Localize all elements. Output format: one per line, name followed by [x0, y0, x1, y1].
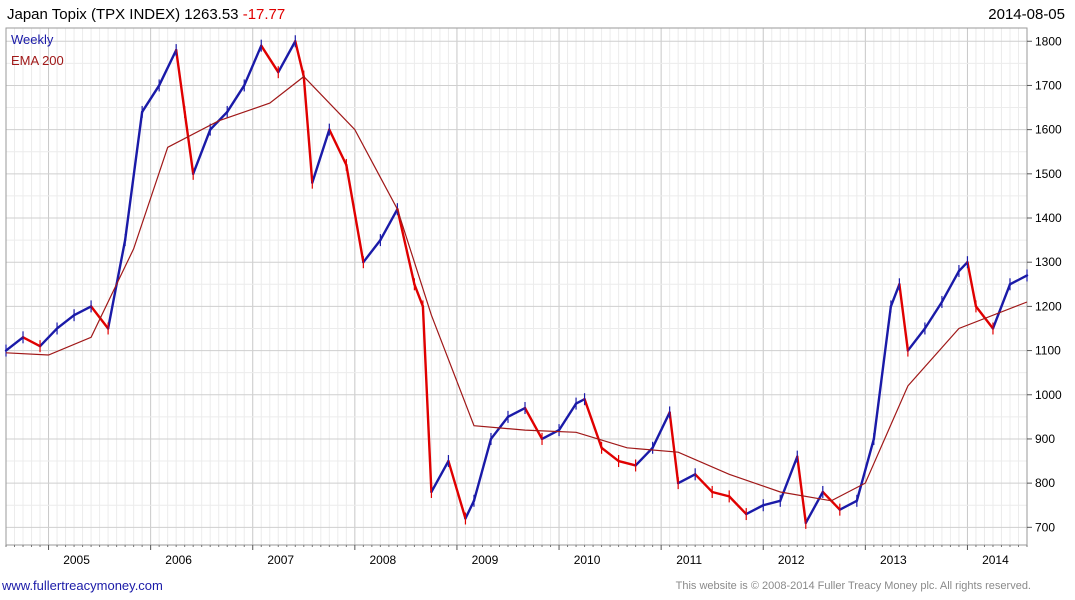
price-segment — [277, 40, 297, 74]
price-segment — [140, 84, 161, 114]
price-segment — [430, 459, 450, 494]
price-segment — [464, 499, 476, 520]
website-link[interactable]: www.fullertreacymoney.com — [2, 578, 163, 593]
price-segment — [940, 269, 961, 304]
price-segment — [651, 411, 671, 449]
price-segment — [779, 455, 799, 503]
price-segment — [557, 402, 578, 432]
chart-title: Japan Topix (TPX INDEX) 1263.53 -17.77 — [7, 6, 285, 23]
price-segment — [796, 455, 807, 525]
price-segment — [923, 300, 944, 330]
price-segment — [38, 327, 59, 348]
x-tick-label: 2011 — [676, 553, 702, 567]
price-segment — [183, 110, 195, 176]
price-segment — [728, 495, 748, 516]
x-tick-label: 2005 — [63, 553, 90, 567]
x-tick-label: 2006 — [165, 553, 192, 567]
price-segment — [889, 283, 901, 308]
y-tick-label: 1600 — [1035, 123, 1062, 137]
price-segment — [123, 110, 144, 242]
price-segment — [191, 128, 212, 176]
price-segment — [506, 406, 527, 419]
price-segment — [617, 459, 637, 467]
price-segment — [421, 305, 433, 494]
price-segment — [472, 437, 493, 503]
x-tick-label: 2013 — [880, 553, 907, 567]
price-segment — [966, 260, 978, 308]
price-segment — [974, 305, 995, 330]
price-segment — [668, 411, 680, 485]
price-segment — [838, 499, 859, 511]
x-tick-label: 2012 — [778, 553, 805, 567]
date-label: 2014-08-05 — [988, 6, 1065, 23]
price-segment — [328, 128, 348, 167]
change-value: -17.77 — [242, 6, 286, 23]
x-tick-label: 2008 — [369, 553, 396, 567]
legend-ema: EMA 200 — [11, 53, 64, 68]
price-segment — [804, 490, 824, 525]
price-segment — [413, 283, 425, 308]
price-segment — [745, 504, 765, 516]
price-segment — [72, 305, 93, 317]
price-segment — [396, 207, 416, 286]
price-segment — [379, 207, 399, 242]
legend-weekly: Weekly — [11, 32, 54, 47]
price-segment — [574, 397, 586, 405]
y-tick-label: 1700 — [1035, 78, 1062, 92]
price-segment — [710, 490, 731, 498]
price-segment — [21, 336, 42, 348]
price-segment — [243, 44, 263, 87]
price-segment — [898, 283, 910, 352]
x-tick-label: 2009 — [472, 553, 499, 567]
last-value: 1263.53 — [184, 6, 239, 23]
price-segment — [89, 305, 110, 330]
y-tick-label: 700 — [1035, 520, 1055, 534]
price-segment — [855, 437, 876, 503]
y-tick-label: 800 — [1035, 476, 1055, 490]
x-tick-label: 2014 — [982, 553, 1009, 567]
x-tick-label: 2010 — [574, 553, 601, 567]
y-tick-label: 1400 — [1035, 211, 1062, 225]
price-segment — [600, 446, 620, 463]
price-segment — [693, 473, 714, 494]
price-segment — [523, 406, 544, 441]
ema-line — [5, 75, 1028, 502]
price-segment — [157, 48, 178, 87]
y-tick-label: 1300 — [1035, 255, 1062, 269]
copyright-text: This website is © 2008-2014 Fuller Treac… — [675, 580, 1031, 592]
title-text: Japan Topix (TPX INDEX) — [7, 6, 181, 23]
price-segment — [906, 327, 927, 352]
price-segment — [294, 40, 305, 78]
y-tick-label: 1800 — [1035, 34, 1062, 48]
price-segment — [676, 473, 697, 485]
price-segment — [345, 163, 365, 264]
y-tick-label: 1100 — [1035, 344, 1061, 358]
price-segment — [991, 283, 1012, 330]
price-segment — [55, 314, 76, 330]
price-segment — [362, 238, 382, 264]
price-segment — [447, 459, 467, 520]
y-tick-label: 1200 — [1035, 299, 1062, 313]
price-segment — [260, 44, 280, 74]
price-segment — [1008, 274, 1029, 286]
price-segment — [872, 305, 893, 441]
x-tick-label: 2007 — [267, 553, 294, 567]
price-segment — [957, 260, 969, 273]
price-segment — [762, 499, 782, 507]
price-segment — [174, 48, 186, 114]
y-tick-label: 1500 — [1035, 167, 1062, 181]
y-tick-label: 900 — [1035, 432, 1055, 446]
price-segment — [4, 336, 25, 352]
price-segment — [311, 128, 331, 184]
price-segment — [226, 84, 246, 114]
price-segment — [634, 446, 654, 467]
y-tick-label: 1000 — [1035, 388, 1062, 402]
price-segment — [302, 75, 314, 184]
